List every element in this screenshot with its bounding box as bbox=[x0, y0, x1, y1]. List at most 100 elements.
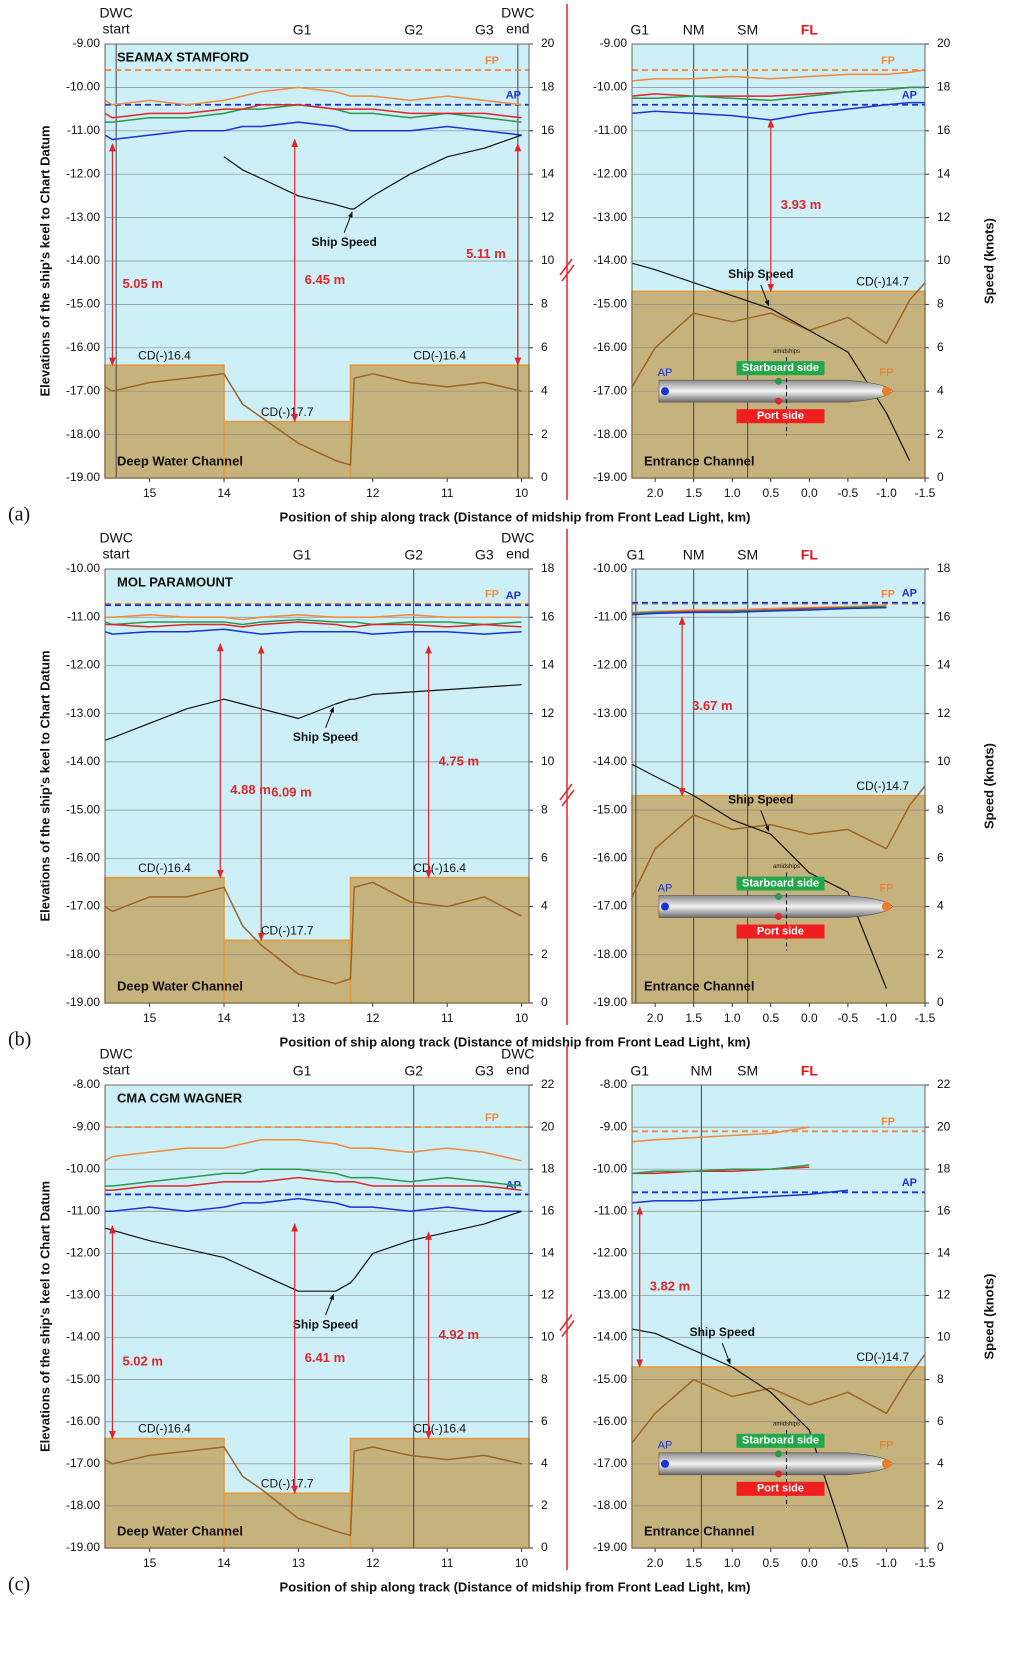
y-tick-label: -9.00 bbox=[600, 36, 628, 50]
y-tick-label: -9.00 bbox=[73, 36, 101, 50]
ap-label: AP bbox=[658, 882, 673, 894]
x-tick-label: 0.5 bbox=[762, 1011, 779, 1025]
series-line bbox=[631, 606, 887, 616]
region-label: Entrance Channel bbox=[644, 1523, 755, 1538]
y2-tick-label: 14 bbox=[937, 166, 951, 180]
port-label: Port side bbox=[757, 1483, 804, 1495]
y2-axis-label: Speed (knots) bbox=[981, 743, 996, 829]
marker-label: G1 bbox=[630, 22, 649, 38]
y-tick-label: -12.00 bbox=[66, 1246, 100, 1260]
clearance-label: 5.11 m bbox=[466, 246, 506, 261]
series-line bbox=[631, 1126, 810, 1143]
x-tick-label: 0.0 bbox=[801, 486, 818, 500]
amidships-label: amidships bbox=[773, 1421, 800, 1427]
marker-label: end bbox=[506, 546, 529, 562]
y2-tick-label: 0 bbox=[541, 995, 548, 1009]
marker-label: G1 bbox=[627, 547, 646, 563]
panel-label: (b) bbox=[8, 1029, 31, 1051]
y-tick-label: -10.00 bbox=[66, 561, 100, 575]
speed-label: Ship Speed bbox=[728, 267, 793, 281]
speed-label: Ship Speed bbox=[293, 730, 358, 744]
y-tick-label: -17.00 bbox=[593, 899, 627, 913]
port-box bbox=[736, 924, 825, 939]
series-line bbox=[631, 69, 926, 82]
starboard-label: Starboard side bbox=[742, 877, 819, 889]
marker-label: G1 bbox=[293, 22, 312, 38]
speed-label: Ship Speed bbox=[690, 1325, 755, 1339]
y2-tick-label: 10 bbox=[937, 754, 951, 768]
reference-label: AP bbox=[902, 1177, 917, 1189]
x-tick-label: 2.0 bbox=[647, 1556, 664, 1570]
marker-label: G1 bbox=[630, 1063, 649, 1079]
y2-axis-label: Speed (knots) bbox=[981, 1274, 996, 1360]
clearance-label: 4.75 m bbox=[439, 753, 479, 768]
y-tick-label: -17.00 bbox=[593, 1456, 627, 1470]
y-tick-label: -11.00 bbox=[67, 609, 100, 623]
ap-dot bbox=[660, 1459, 669, 1468]
y-tick-label: -15.00 bbox=[66, 802, 100, 816]
y-tick-label: -12.00 bbox=[593, 1246, 627, 1260]
marker-label: G1 bbox=[293, 1063, 312, 1079]
series-line bbox=[105, 1176, 522, 1191]
y-tick-label: -8.00 bbox=[73, 1077, 101, 1091]
y2-tick-label: 16 bbox=[541, 609, 555, 623]
x-tick-label: 11 bbox=[441, 486, 454, 500]
y-tick-label: -18.00 bbox=[593, 947, 627, 961]
x-tick-label: 14 bbox=[217, 1556, 231, 1570]
reference-label: AP bbox=[506, 590, 521, 602]
series-line bbox=[104, 628, 522, 635]
marker-label: SM bbox=[737, 547, 758, 563]
y2-tick-label: 20 bbox=[541, 36, 555, 50]
fp-label: FP bbox=[879, 1440, 893, 1452]
y2-tick-label: 8 bbox=[541, 297, 548, 311]
x-tick-label: 14 bbox=[217, 486, 231, 500]
y-tick-label: -11.00 bbox=[67, 1203, 100, 1217]
marker-label: end bbox=[506, 21, 529, 37]
reference-label: FP bbox=[485, 1112, 499, 1124]
y-axis-label: Elevations of the ship's keel to Chart D… bbox=[37, 650, 52, 921]
axis-break-mark bbox=[559, 783, 575, 807]
amidships-label: amidships bbox=[773, 349, 800, 355]
speed-label: Ship Speed bbox=[293, 1317, 358, 1331]
series-line bbox=[631, 282, 926, 388]
series-line bbox=[632, 86, 925, 102]
marker-label: DWC bbox=[501, 5, 534, 21]
channel-bed bbox=[223, 420, 352, 479]
y2-tick-label: 2 bbox=[937, 427, 944, 441]
y-tick-label: -14.00 bbox=[593, 253, 627, 267]
marker-label: DWC bbox=[99, 530, 132, 546]
x-tick-label: 10 bbox=[515, 1556, 529, 1570]
y-tick-label: -15.00 bbox=[66, 297, 100, 311]
marker-label: SM bbox=[737, 22, 758, 38]
y2-tick-label: 14 bbox=[937, 1246, 951, 1260]
y2-tick-label: 12 bbox=[541, 1288, 555, 1302]
ship-hull bbox=[658, 1452, 893, 1476]
x-tick-label: 1.0 bbox=[724, 1011, 741, 1025]
region-label: Deep Water Channel bbox=[117, 978, 243, 993]
speed-line bbox=[631, 1328, 849, 1549]
port-label: Port side bbox=[757, 410, 804, 422]
marker-label: start bbox=[103, 1062, 130, 1078]
reference-label: FP bbox=[881, 55, 895, 67]
marker-label: SM bbox=[737, 1063, 758, 1079]
series-line bbox=[104, 104, 522, 119]
speed-leader bbox=[721, 1343, 731, 1365]
bed-label: CD(-)17.7 bbox=[261, 923, 314, 937]
marker-label: G2 bbox=[404, 1063, 423, 1079]
clearance-label: 6.45 m bbox=[305, 272, 345, 287]
clearance-label: 4.92 m bbox=[439, 1327, 479, 1342]
bed-label: CD(-)16.4 bbox=[138, 348, 191, 362]
y-tick-label: -16.00 bbox=[593, 340, 627, 354]
x-tick-label: -1.5 bbox=[915, 486, 936, 500]
region-label: Entrance Channel bbox=[644, 453, 755, 468]
port-dot bbox=[775, 397, 782, 405]
x-tick-label: 2.0 bbox=[647, 1011, 664, 1025]
fp-label: FP bbox=[879, 367, 893, 379]
clearance-label: 3.82 m bbox=[650, 1278, 690, 1293]
y-axis-label: Elevations of the ship's keel to Chart D… bbox=[37, 125, 52, 396]
y-tick-label: -13.00 bbox=[593, 210, 627, 224]
y2-tick-label: 6 bbox=[937, 1414, 944, 1428]
channel-bed bbox=[104, 1437, 225, 1549]
x-tick-label: 0.5 bbox=[762, 1556, 779, 1570]
y2-axis-label: Speed (knots) bbox=[981, 218, 996, 304]
